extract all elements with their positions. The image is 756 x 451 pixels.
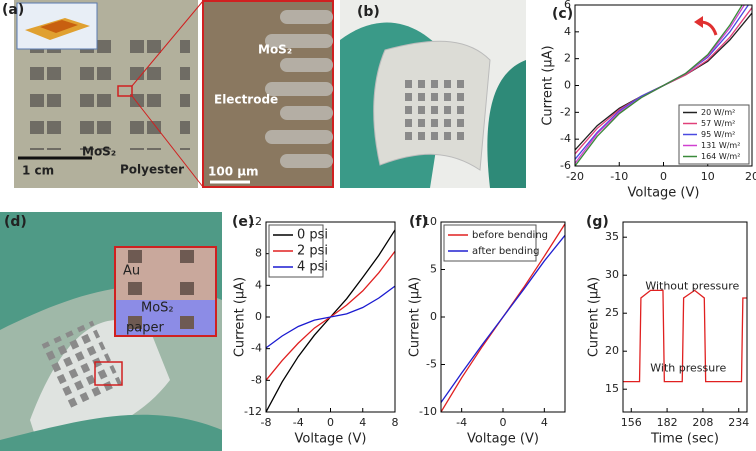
x-tick-label: 20 <box>745 170 756 183</box>
x-tick-label: 0 <box>327 416 334 429</box>
y-tick-label: 35 <box>605 230 619 243</box>
y-tick-label: -6 <box>560 159 571 172</box>
legend-label: after bending <box>472 246 540 257</box>
panel-label: (e) <box>232 214 254 230</box>
y-axis-title: Current (μA) <box>233 277 248 357</box>
photo-b: (b) <box>340 0 526 188</box>
y-tick-label: 10 <box>423 215 437 228</box>
y-tick-label: 6 <box>564 0 571 11</box>
x-tick-label: 182 <box>657 416 678 429</box>
x-tick-label: -4 <box>293 416 304 429</box>
photo-text: Electrode <box>214 93 278 107</box>
legend-label: before bending <box>472 230 548 241</box>
photo-text: paper <box>126 321 164 336</box>
panel-label: (b) <box>357 4 380 20</box>
y-tick-label: 25 <box>605 306 619 319</box>
x-tick-label: -10 <box>610 170 628 183</box>
panel-label: (c) <box>552 6 573 22</box>
photo-d: Au MoS₂ paper (d) <box>0 212 222 451</box>
photo-text: 1 cm <box>22 164 54 178</box>
legend-box <box>268 224 324 278</box>
arrow-head <box>694 16 703 28</box>
annotation: Without pressure <box>645 280 739 293</box>
y-tick-label: 30 <box>605 268 619 281</box>
series-line <box>266 285 395 349</box>
x-tick-label: 4 <box>541 416 548 429</box>
panel-label: (a) <box>2 2 24 18</box>
y-tick-label: -8 <box>251 373 262 386</box>
y-tick-label: 0 <box>255 310 262 323</box>
y-tick-label: 20 <box>605 344 619 357</box>
legend-label: 0 psi <box>297 228 328 243</box>
y-tick-label: 12 <box>248 215 262 228</box>
photo-text: MoS₂ <box>82 145 116 159</box>
y-axis-title: Current (μA) <box>541 45 556 125</box>
legend-label: 164 W/m² <box>701 152 740 161</box>
y-axis-title: Current (μA) <box>587 277 602 357</box>
legend-label: 20 W/m² <box>701 108 735 117</box>
series-line <box>441 234 565 403</box>
x-tick-label: 0 <box>660 170 667 183</box>
panel-label: (d) <box>4 214 27 230</box>
x-axis-title: Voltage (V) <box>628 186 700 201</box>
x-tick-label: 208 <box>692 416 713 429</box>
plot-frame <box>622 221 748 413</box>
y-tick-label: 4 <box>564 25 571 38</box>
y-tick-label: 2 <box>564 52 571 65</box>
legend-label: 95 W/m² <box>701 130 735 139</box>
y-tick-label: 8 <box>255 247 262 260</box>
x-tick-label: -8 <box>261 416 272 429</box>
photo-a: MoS₂ Polyester 1 cm MoS₂ Electrode 100 μ… <box>2 0 334 188</box>
y-tick-label: -4 <box>560 132 571 145</box>
x-tick-label: 156 <box>621 416 642 429</box>
photo-text: Polyester <box>120 163 184 177</box>
x-tick-label: 234 <box>728 416 749 429</box>
y-tick-label: -12 <box>244 405 262 418</box>
x-tick-label: -20 <box>566 170 584 183</box>
x-axis-title: Time (sec) <box>650 432 719 447</box>
y-axis-title: Current (μA) <box>408 277 423 357</box>
x-tick-label: 10 <box>701 170 715 183</box>
x-tick-label: 0 <box>500 416 507 429</box>
annotation: With pressure <box>650 361 726 374</box>
series-line <box>623 289 747 383</box>
photo-text: MoS₂ <box>258 43 292 57</box>
x-tick-label: 8 <box>392 416 399 429</box>
legend-label: 57 W/m² <box>701 119 735 128</box>
legend-label: 4 psi <box>297 260 328 275</box>
x-axis-title: Voltage (V) <box>295 432 367 447</box>
y-tick-label: 0 <box>564 79 571 92</box>
y-tick-label: 15 <box>605 382 619 395</box>
x-axis-title: Voltage (V) <box>467 432 539 447</box>
panel-label: (g) <box>586 214 609 230</box>
y-tick-label: 5 <box>430 263 437 276</box>
photo-text: 100 μm <box>208 165 259 179</box>
legend-label: 2 psi <box>297 244 328 259</box>
series-line <box>575 5 743 166</box>
photo-text: Au <box>123 264 140 279</box>
y-tick-label: -4 <box>251 342 262 355</box>
x-tick-label: -4 <box>456 416 467 429</box>
y-tick-label: 4 <box>255 278 262 291</box>
panel-label: (f) <box>409 214 428 230</box>
photo-text: MoS₂ <box>141 301 174 316</box>
y-tick-label: -2 <box>560 105 571 118</box>
legend-box <box>443 224 537 262</box>
x-tick-label: 4 <box>359 416 366 429</box>
y-tick-label: -5 <box>426 358 437 371</box>
y-tick-label: -10 <box>419 405 437 418</box>
legend-label: 131 W/m² <box>701 141 740 150</box>
y-tick-label: 0 <box>430 310 437 323</box>
